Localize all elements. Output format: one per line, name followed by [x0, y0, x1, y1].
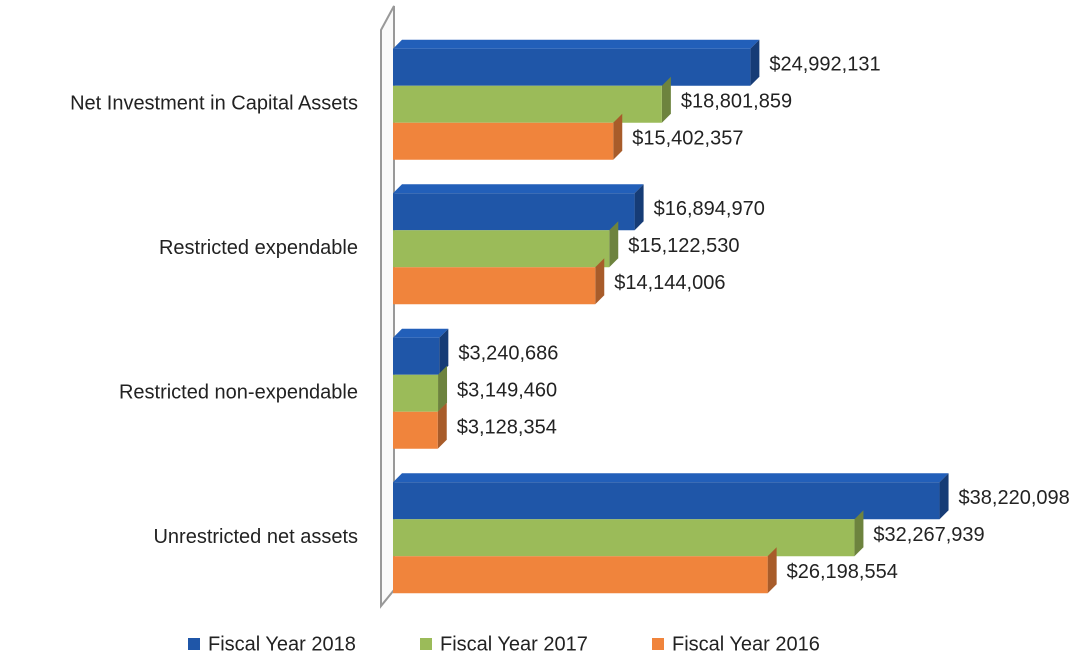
bar-side — [609, 221, 619, 268]
data-label: $18,801,859 — [681, 91, 792, 113]
bar — [393, 193, 635, 231]
bar — [393, 230, 610, 268]
bar — [393, 411, 438, 449]
bar — [393, 519, 855, 557]
bar-top — [393, 328, 449, 338]
data-label: $3,240,686 — [458, 343, 558, 365]
bar — [393, 122, 614, 160]
data-label: $26,198,554 — [787, 561, 898, 583]
bar-side — [634, 184, 644, 231]
data-label: $15,402,357 — [632, 128, 743, 150]
legend-swatch — [420, 638, 432, 650]
bar-side — [595, 258, 605, 305]
legend-label: Fiscal Year 2016 — [672, 633, 820, 655]
data-label: $16,894,970 — [654, 198, 765, 220]
bar — [393, 482, 940, 520]
bar-top — [393, 473, 949, 483]
bar-side — [613, 113, 623, 160]
y-tick-label: Unrestricted net assets — [153, 526, 358, 548]
bar-side — [939, 473, 949, 520]
legend-label: Fiscal Year 2017 — [440, 633, 588, 655]
y-tick-label: Restricted non-expendable — [119, 382, 358, 404]
bar-side — [661, 76, 671, 123]
legend-label: Fiscal Year 2018 — [208, 633, 356, 655]
bar — [393, 48, 751, 86]
y-tick-label: Restricted expendable — [159, 237, 358, 259]
bar-side — [750, 39, 760, 86]
y-tick-label: Net Investment in Capital Assets — [70, 93, 358, 115]
bar — [393, 556, 768, 594]
legend-swatch — [188, 638, 200, 650]
bar-side — [437, 402, 447, 449]
bar-side — [767, 547, 777, 594]
bar-top — [393, 39, 760, 49]
data-label: $14,144,006 — [614, 272, 725, 294]
data-label: $38,220,098 — [959, 487, 1070, 509]
bar-side — [439, 328, 449, 375]
bar — [393, 85, 662, 123]
bar — [393, 337, 440, 375]
data-label: $15,122,530 — [628, 235, 739, 257]
bar — [393, 267, 596, 305]
data-label: $24,992,131 — [769, 54, 880, 76]
data-label: $3,149,460 — [457, 380, 557, 402]
data-label: $3,128,354 — [457, 417, 557, 439]
data-label: $32,267,939 — [873, 524, 984, 546]
bar — [393, 374, 439, 412]
bar-side — [438, 365, 448, 412]
bar-side — [854, 510, 864, 557]
back-wall — [380, 5, 395, 609]
legend-swatch — [652, 638, 664, 650]
bar-top — [393, 184, 644, 194]
